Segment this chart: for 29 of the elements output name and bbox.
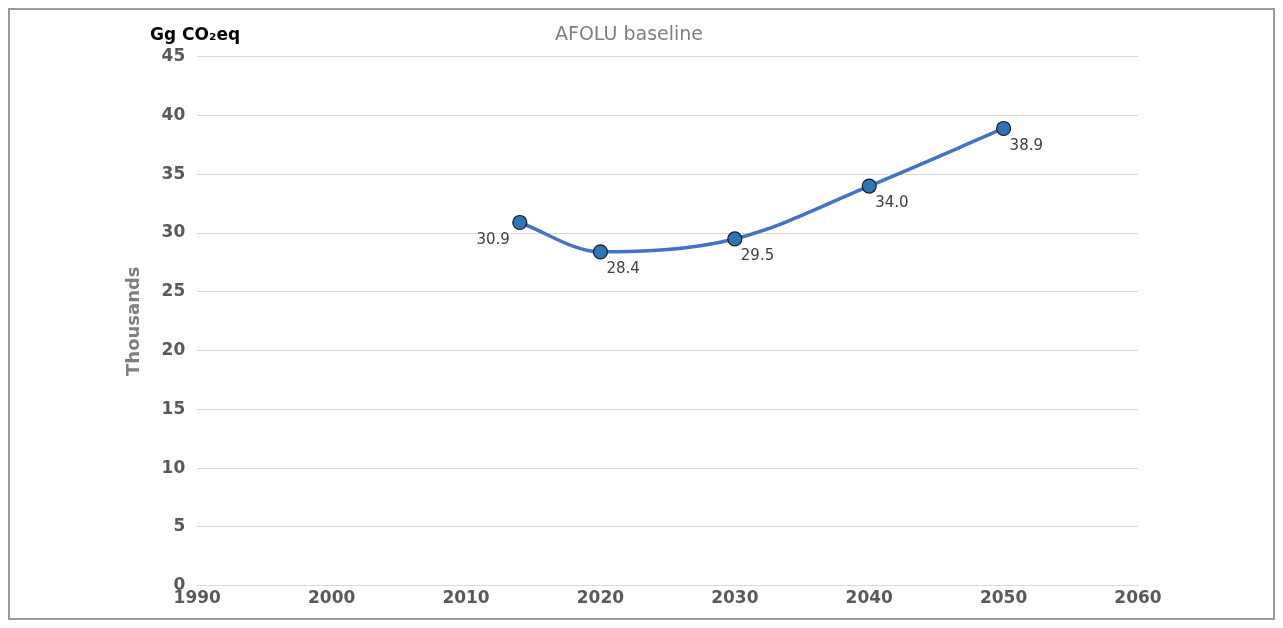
data-label: 30.9	[476, 229, 510, 248]
y-tick-label: 15	[161, 397, 186, 418]
x-tick-label: 2040	[845, 587, 894, 608]
y-tick-label: 40	[161, 103, 186, 124]
y-tick-label: 25	[161, 280, 186, 301]
y-tick-label: 35	[161, 162, 186, 183]
x-tick-label: 2060	[1114, 587, 1162, 608]
y-tick-label: 30	[161, 221, 186, 242]
y-tick-label: 5	[173, 515, 186, 536]
x-tick-label: 2030	[711, 587, 759, 608]
point	[512, 214, 528, 231]
x-tick-label: 2050	[979, 587, 1028, 608]
data-label: 29.5	[740, 246, 775, 265]
y-tick-label: 45	[161, 45, 186, 66]
data-label: 38.9	[1009, 135, 1044, 154]
x-tick-label: 2000	[307, 587, 356, 608]
chart-title: AFOLU baseline	[554, 22, 704, 45]
data-label: 28.4	[606, 259, 640, 278]
x-tick-label: 2010	[442, 587, 490, 608]
y-axis-title: Thousands	[122, 266, 144, 376]
y-tick-label: 20	[161, 339, 186, 359]
text: Gg CO₂eq	[150, 24, 241, 45]
data-label: 34.0	[875, 193, 909, 212]
point	[592, 244, 609, 260]
point	[727, 231, 743, 247]
y-tick-label: 10	[161, 456, 186, 477]
x-tick-label: 2020	[576, 587, 625, 608]
point	[996, 120, 1012, 137]
point	[861, 178, 877, 194]
